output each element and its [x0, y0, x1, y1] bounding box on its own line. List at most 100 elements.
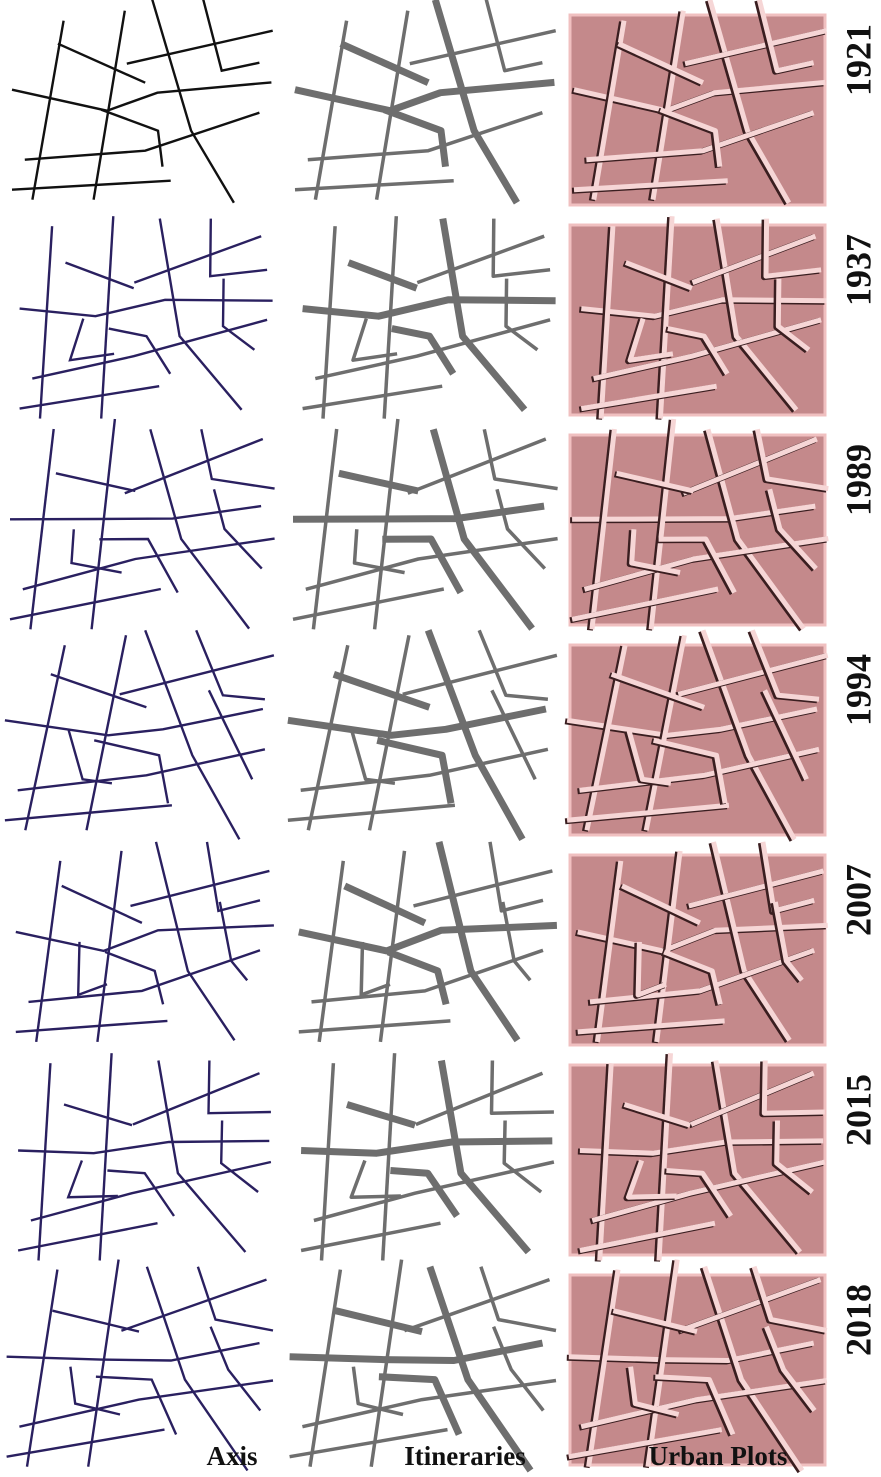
- itinerary-line: [293, 506, 544, 519]
- axis-line: [19, 1381, 273, 1427]
- plot-map: [570, 216, 826, 419]
- axis-line: [53, 1311, 140, 1332]
- itinerary-line: [492, 690, 535, 779]
- axis-line: [210, 219, 267, 277]
- axis-line: [209, 1061, 271, 1114]
- itinerary-line: [493, 219, 550, 277]
- itinerary-line: [322, 1063, 334, 1260]
- axis-map: [10, 419, 275, 629]
- itinerary-line: [392, 329, 453, 374]
- itinerary-line: [388, 952, 446, 1004]
- itinerary-line: [308, 645, 348, 830]
- axis-line: [31, 1162, 271, 1221]
- axis-line: [107, 1171, 174, 1217]
- axis-line: [30, 429, 53, 629]
- axis-map: [18, 1053, 271, 1260]
- axis-line: [209, 690, 252, 779]
- axis-line: [133, 1073, 260, 1124]
- itinerary-line: [315, 320, 550, 379]
- axis-line: [109, 329, 170, 374]
- axis-line: [211, 1327, 261, 1411]
- itinerary-line: [301, 749, 548, 790]
- axis-line: [25, 113, 260, 160]
- itinerary-line: [403, 655, 557, 694]
- axis-line: [39, 1063, 51, 1260]
- year-label: 2018: [838, 1284, 878, 1356]
- axis-line: [134, 236, 261, 282]
- axis-line: [18, 1141, 269, 1153]
- year-label: 1994: [838, 654, 878, 726]
- axis-line: [18, 749, 265, 790]
- itinerary-line: [503, 902, 530, 980]
- itinerary-line: [336, 1311, 423, 1332]
- axis-map: [5, 630, 274, 839]
- axis-line: [66, 263, 134, 289]
- axis-line: [68, 1161, 118, 1198]
- itinerary-line: [494, 1327, 544, 1411]
- itinerary-map: [293, 419, 558, 629]
- itinerary-line: [299, 925, 557, 951]
- axis-map: [7, 1260, 273, 1471]
- itinerary-line: [308, 113, 543, 160]
- axis-line: [88, 1260, 118, 1467]
- axis-line: [220, 902, 247, 980]
- itinerary-line: [345, 886, 425, 923]
- axis-line: [56, 473, 135, 491]
- plot-map: [570, 0, 827, 205]
- axis-line: [156, 842, 235, 1040]
- axis-line: [70, 1367, 120, 1415]
- plot-map: [565, 630, 828, 840]
- axis-line: [158, 1061, 245, 1253]
- itinerary-line: [314, 1162, 554, 1221]
- axis-line: [145, 630, 239, 839]
- axis-line: [198, 1267, 273, 1331]
- itinerary-line: [390, 1171, 457, 1217]
- year-label: 2015: [838, 1074, 878, 1146]
- itinerary-line: [303, 300, 556, 316]
- itinerary-line: [417, 236, 544, 282]
- axis-line: [27, 1270, 57, 1467]
- axis-line: [196, 630, 265, 699]
- itinerary-line: [313, 429, 336, 629]
- itinerary-line: [416, 1073, 543, 1124]
- itinerary-line: [441, 1061, 528, 1253]
- itinerary-map: [290, 1260, 556, 1471]
- column-label: Axis: [206, 1441, 257, 1471]
- axis-line: [32, 320, 267, 379]
- itinerary-map: [288, 630, 557, 839]
- itinerary-line: [404, 1280, 549, 1331]
- axis-line: [20, 300, 273, 316]
- itinerary-line: [302, 1381, 556, 1427]
- axis-line: [36, 861, 60, 1042]
- axis-line: [101, 110, 162, 167]
- axis-line: [152, 0, 234, 203]
- axis-line: [221, 1121, 258, 1193]
- axis-line: [127, 31, 273, 64]
- itinerary-map: [295, 0, 556, 203]
- itinerary-line: [492, 1061, 554, 1114]
- axis-line: [29, 950, 261, 1002]
- itinerary-line: [481, 1267, 556, 1331]
- itinerary-line: [349, 263, 417, 289]
- itinerary-line: [339, 473, 418, 491]
- itinerary-line: [351, 1161, 401, 1198]
- itinerary-map: [299, 842, 557, 1042]
- axis-map: [20, 216, 273, 418]
- year-label: 1937: [838, 234, 878, 306]
- itinerary-line: [319, 861, 343, 1042]
- axis-line: [72, 529, 122, 572]
- axis-line: [131, 871, 270, 906]
- year-label: 1989: [838, 444, 878, 516]
- itinerary-line: [384, 110, 445, 167]
- axis-line: [121, 1280, 266, 1331]
- year-label: 2007: [838, 864, 878, 936]
- axis-line: [214, 489, 262, 568]
- plot-map: [570, 1053, 825, 1261]
- axis-line: [25, 645, 65, 830]
- itinerary-line: [323, 226, 335, 418]
- axis-map: [16, 842, 274, 1042]
- plot-map: [567, 1260, 827, 1472]
- axis-line: [64, 1105, 132, 1126]
- itinerary-map: [303, 216, 556, 418]
- column-label: Urban Plots: [649, 1441, 788, 1471]
